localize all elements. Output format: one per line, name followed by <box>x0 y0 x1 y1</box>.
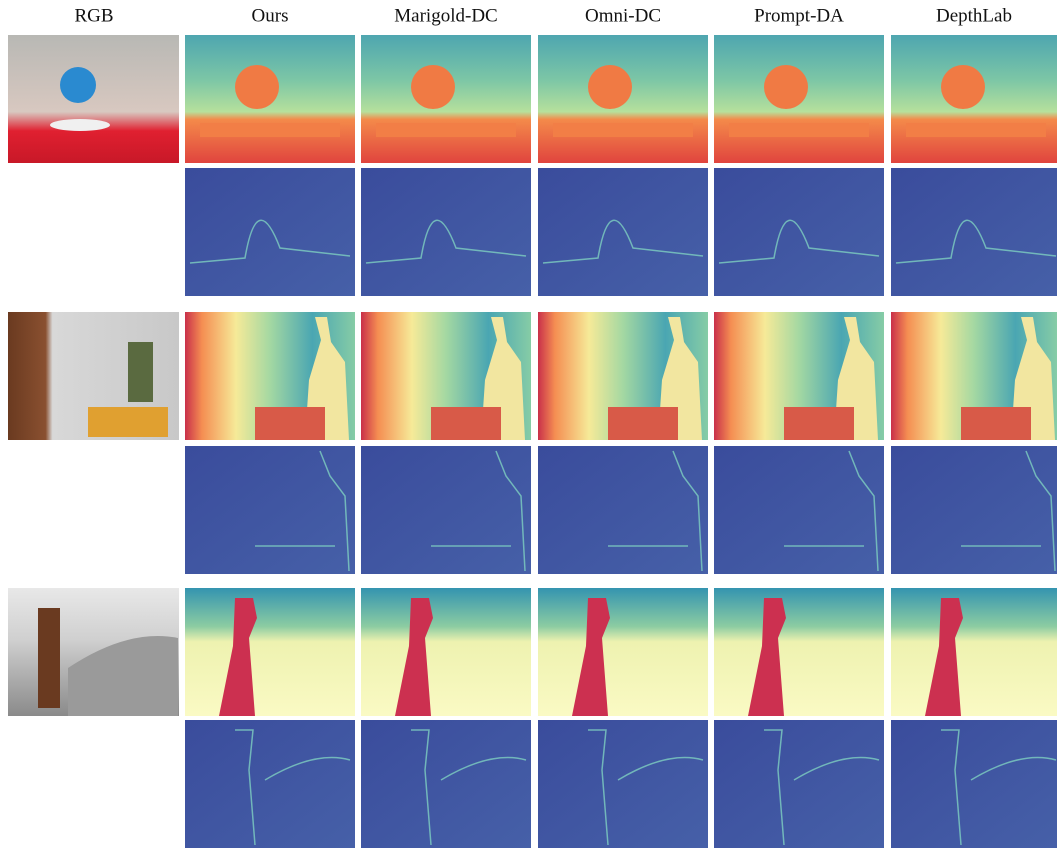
depth-object <box>961 407 1031 440</box>
error-map <box>538 168 708 296</box>
column-header: Prompt-DA <box>754 5 844 26</box>
depth-object <box>235 65 279 109</box>
figure: RGB Ours Marigold-DC Omni-DC Prompt-DA D… <box>0 0 1058 848</box>
error-map <box>891 720 1057 848</box>
error-map <box>538 720 708 848</box>
depth-object <box>784 407 854 440</box>
image-grid <box>8 35 1057 848</box>
column-header: Marigold-DC <box>394 5 497 26</box>
rgb-detail <box>50 119 110 131</box>
depth-map <box>538 588 708 716</box>
error-map <box>714 446 884 574</box>
depth-object <box>608 407 678 440</box>
column-header: Ours <box>252 5 289 26</box>
error-map <box>714 720 884 848</box>
error-map <box>538 446 708 574</box>
error-map <box>361 168 531 296</box>
depth-map <box>361 588 531 716</box>
depth-map <box>185 588 355 716</box>
depth-map <box>714 588 884 716</box>
column-header: Omni-DC <box>585 5 661 26</box>
error-map <box>891 168 1057 296</box>
depth-object <box>200 123 340 137</box>
depth-object <box>588 65 632 109</box>
error-map <box>185 168 355 296</box>
error-map <box>185 446 355 574</box>
depth-map <box>891 588 1057 716</box>
depth-object <box>729 123 869 137</box>
error-map <box>361 720 531 848</box>
depth-object <box>941 65 985 109</box>
depth-object <box>411 65 455 109</box>
column-header: DepthLab <box>936 5 1012 26</box>
depth-object <box>553 123 693 137</box>
column-header: RGB <box>74 5 113 26</box>
error-map <box>361 446 531 574</box>
rgb-detail <box>60 67 96 103</box>
error-map <box>714 168 884 296</box>
rgb-image <box>8 35 179 163</box>
rgb-detail <box>38 608 60 708</box>
column-headers: RGB Ours Marigold-DC Omni-DC Prompt-DA D… <box>74 5 1012 26</box>
error-map <box>185 720 355 848</box>
depth-object <box>431 407 501 440</box>
depth-object <box>764 65 808 109</box>
rgb-detail <box>88 407 168 437</box>
depth-object <box>906 123 1046 137</box>
depth-object <box>376 123 516 137</box>
rgb-detail <box>128 342 153 402</box>
depth-object <box>255 407 325 440</box>
